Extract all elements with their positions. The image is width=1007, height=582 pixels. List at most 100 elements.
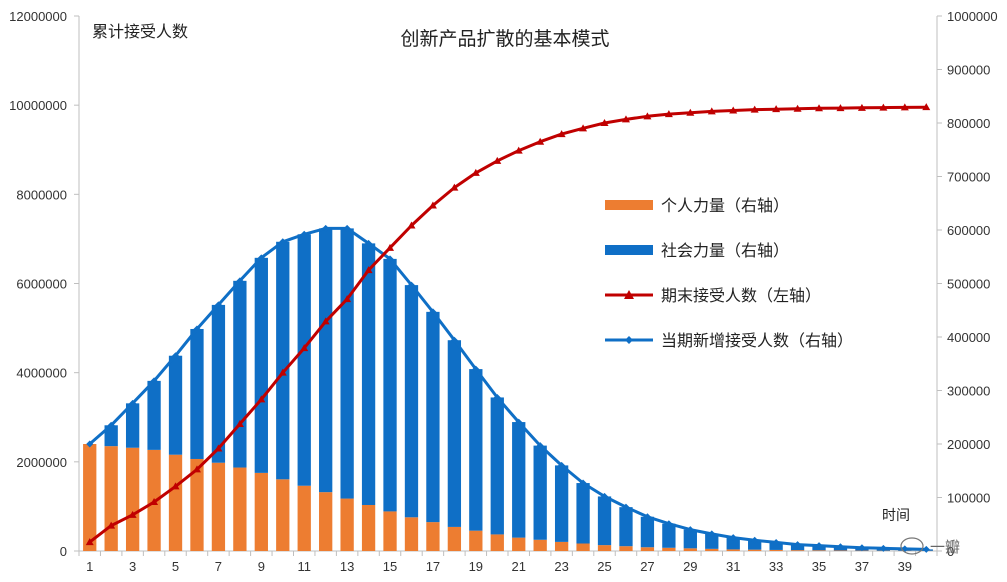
bar-individual: [833, 550, 848, 551]
x-tick-label: 19: [469, 559, 483, 574]
text-layer: 创新产品扩散的基本模式 累计接受人数 时间 一瓣: [92, 22, 960, 556]
bar-social: [104, 425, 118, 447]
bar-social: [662, 523, 676, 548]
cumulative-point: [278, 368, 287, 376]
cumulative-point: [857, 103, 866, 111]
x-tick-label: 27: [640, 559, 654, 574]
x-tick-label: 33: [769, 559, 783, 574]
new-adopters-point: [643, 513, 651, 521]
new-adopters-point: [407, 281, 415, 289]
cumulative-point: [621, 115, 630, 123]
new-adopters-point: [343, 224, 351, 232]
left-tick-label: 12000000: [9, 9, 67, 24]
axes-layer: 0200000040000006000000800000010000000120…: [9, 9, 997, 574]
bar-social: [254, 257, 268, 473]
bar-social: [640, 516, 655, 548]
bar-individual: [490, 534, 504, 551]
bar-individual: [361, 504, 376, 551]
x-tick-label: 21: [511, 559, 525, 574]
new-adopters-point: [686, 526, 694, 534]
cumulative-point: [214, 444, 223, 452]
new-adopters-point: [558, 461, 566, 469]
bar-social: [340, 228, 354, 499]
bar-individual: [104, 446, 118, 551]
x-tick-label: 3: [129, 559, 136, 574]
new-adopters-point: [794, 541, 802, 549]
cumulative-point: [729, 106, 738, 114]
new-adopters-point: [107, 421, 115, 429]
x-tick-label: 1: [86, 559, 93, 574]
bar-individual: [83, 444, 97, 551]
bar-social: [769, 542, 783, 550]
legend-label-cumulative: 期末接受人数（左轴）: [661, 286, 821, 305]
legend-swatch-social: [605, 245, 653, 255]
bar-social: [619, 507, 633, 547]
chart-title: 创新产品扩散的基本模式: [400, 28, 609, 50]
new-adopters-point: [129, 399, 137, 407]
bar-individual: [683, 548, 697, 551]
x-tick-label: 39: [898, 559, 912, 574]
right-tick-label: 600000: [947, 223, 990, 238]
bar-social: [190, 328, 204, 459]
new-adopters-point: [429, 308, 437, 316]
bar-individual: [404, 517, 419, 551]
legend-label-social: 社会力量（右轴）: [661, 241, 789, 260]
cumulative-point: [85, 538, 94, 546]
right-tick-label: 900000: [947, 63, 990, 78]
legend-marker-cumulative: [624, 290, 634, 299]
bar-social: [383, 258, 397, 512]
right-tick-label: 300000: [947, 384, 990, 399]
new-adopters-point: [515, 418, 523, 426]
cumulative-point: [493, 156, 502, 164]
new-adopters-point: [665, 520, 673, 528]
bar-individual: [168, 454, 183, 551]
new-adopters-point: [193, 325, 201, 333]
bar-social: [361, 243, 376, 505]
cumulative-point: [815, 104, 824, 112]
bar-individual: [812, 550, 826, 551]
legend-label-individual: 个人力量（右轴）: [661, 196, 789, 215]
bar-individual: [469, 530, 483, 551]
cumulative-point: [643, 112, 652, 120]
right-tick-label: 700000: [947, 170, 990, 185]
cumulative-point: [707, 107, 716, 115]
x-tick-label: 11: [297, 559, 311, 574]
x-tick-label: 9: [258, 559, 265, 574]
cumulative-point: [879, 103, 888, 111]
cumulative-point: [343, 295, 352, 303]
bar-social: [319, 228, 333, 493]
new-adopters-point: [472, 365, 480, 373]
new-adopters-point: [150, 377, 158, 385]
new-adopters-point: [279, 238, 287, 246]
new-adopters-point: [214, 301, 222, 309]
watermark-text: 一瓣: [930, 538, 960, 556]
cumulative-point: [192, 465, 201, 473]
new-adopters-point: [622, 503, 630, 511]
cumulative-point: [150, 497, 159, 505]
new-adopters-point: [815, 542, 823, 550]
bar-social: [447, 340, 462, 527]
bar-social: [533, 445, 547, 540]
left-tick-label: 0: [60, 544, 67, 559]
bar-individual: [276, 479, 290, 551]
new-adopters-point: [772, 538, 780, 546]
bar-social: [211, 304, 226, 463]
bar-social: [125, 403, 140, 448]
left-tick-label: 2000000: [16, 455, 67, 470]
cumulative-point: [557, 130, 566, 138]
cumulative-point: [428, 201, 437, 209]
right-tick-label: 800000: [947, 116, 990, 131]
cumulative-point: [793, 104, 802, 112]
bar-individual: [426, 522, 440, 551]
new-adopters-point: [751, 536, 759, 544]
cumulative-point: [257, 395, 266, 403]
watermark-icon: [900, 537, 924, 555]
left-tick-label: 10000000: [9, 98, 67, 113]
legend-marker-new: [625, 336, 633, 344]
bar-individual: [769, 549, 783, 551]
new-adopters-point: [729, 534, 737, 542]
cumulative-point: [664, 110, 673, 118]
new-adopters-point: [879, 544, 887, 552]
new-adopters-point: [579, 479, 587, 487]
right-tick-label: 500000: [947, 277, 990, 292]
